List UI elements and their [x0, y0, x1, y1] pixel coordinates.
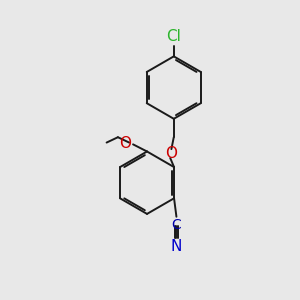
Text: Cl: Cl	[166, 29, 181, 44]
Text: O: O	[120, 136, 132, 151]
Text: C: C	[172, 218, 181, 232]
Text: N: N	[171, 239, 182, 254]
Text: O: O	[165, 146, 177, 161]
